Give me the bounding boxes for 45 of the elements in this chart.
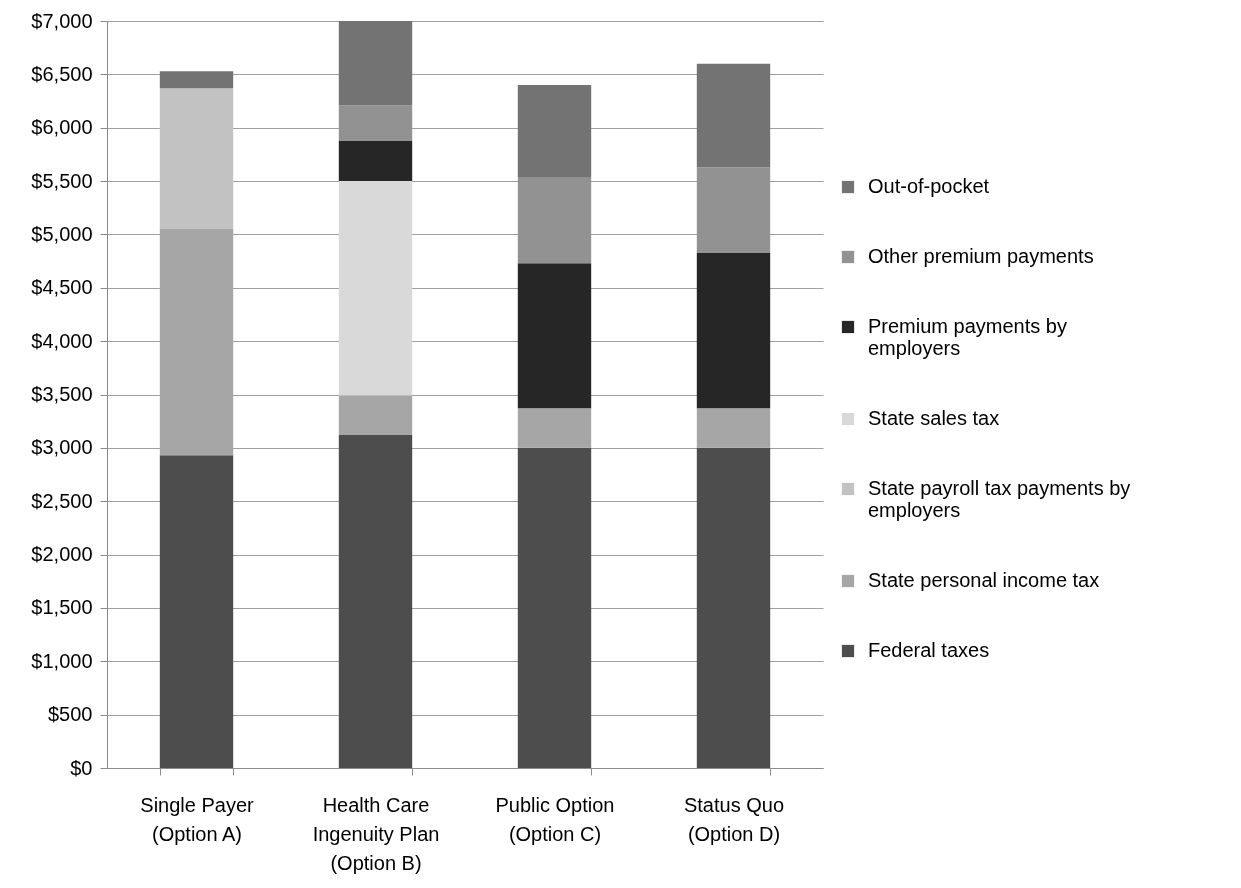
x-tick-label: Health Care Ingenuity Plan (Option B) (312, 793, 440, 874)
bar (517, 85, 592, 178)
y-tick-label: $1,000 (31, 649, 93, 672)
legend-label: State sales tax (868, 407, 1000, 429)
bar (338, 21, 413, 106)
bar (696, 252, 771, 409)
bar (517, 447, 592, 768)
y-tick-label: $6,500 (31, 62, 93, 85)
y-tick-label: $0 (70, 756, 93, 779)
bar (517, 408, 592, 448)
y-tick-label: $3,500 (31, 383, 93, 405)
bar (696, 63, 771, 168)
y-tick-label: $4,500 (31, 276, 93, 299)
y-tick-label: $6,000 (31, 116, 93, 139)
legend-label: Federal taxes (868, 639, 990, 661)
bar (696, 167, 771, 253)
bar (517, 177, 592, 264)
bar (159, 88, 234, 230)
y-tick-label: $5,000 (31, 222, 93, 245)
bar (338, 105, 413, 141)
y-tick-label: $2,000 (31, 543, 93, 566)
legend-label: State personal income tax (868, 569, 1100, 591)
y-tick-label: $2,500 (31, 489, 93, 512)
bar (159, 71, 234, 89)
bar (338, 181, 413, 396)
bar (517, 263, 592, 409)
x-tick-label: Public Option (Option C) (495, 793, 615, 845)
bar (338, 140, 413, 182)
bar (338, 395, 413, 436)
bar (159, 455, 234, 768)
bar (696, 408, 771, 448)
y-tick-label: $500 (48, 703, 93, 726)
y-tick-label: $3,000 (31, 436, 93, 459)
bar (696, 447, 771, 768)
bar (338, 435, 413, 768)
x-tick-label: Status Quo (Option D) (683, 793, 785, 845)
legend-label: Out-of-pocket (868, 175, 990, 197)
y-tick-label: $4,000 (31, 329, 93, 352)
legend-label: Premium payments by employers (868, 315, 1067, 359)
legend-label: State payroll tax payments by employers (868, 477, 1131, 521)
y-tick-label: $7,000 (31, 9, 93, 32)
legend-label: Other premium payments (868, 245, 1094, 267)
y-tick-label: $5,500 (31, 169, 93, 192)
y-tick-label: $1,500 (31, 596, 93, 619)
x-tick-label: Single Payer (Option A) (140, 793, 255, 845)
